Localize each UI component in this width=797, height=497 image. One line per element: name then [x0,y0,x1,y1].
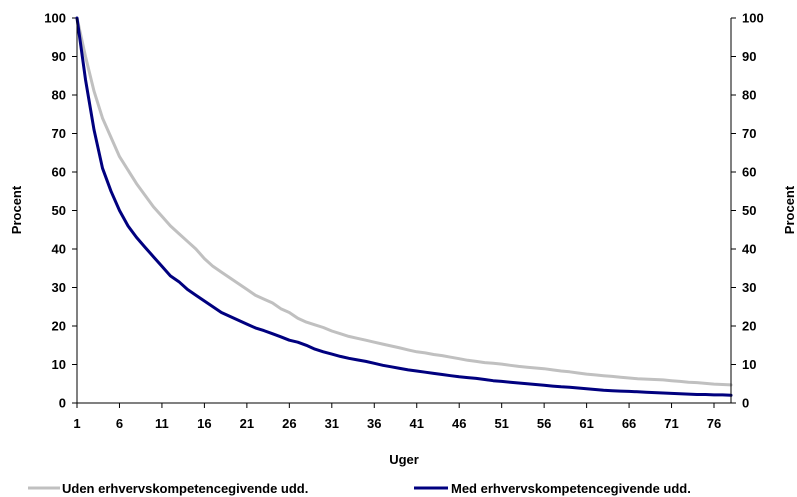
x-tick-label: 71 [664,416,678,431]
x-tick-label: 26 [282,416,296,431]
x-tick-label: 76 [707,416,721,431]
x-tick-label: 11 [155,416,169,431]
y-tick-label-right: 80 [742,88,756,103]
legend: Uden erhvervskompetencegivende udd. Med … [28,481,691,496]
x-tick-label: 41 [410,416,424,431]
y-tick-label-right: 90 [742,49,756,64]
y-axis-left-title: Procent [9,185,24,234]
y-tick-label-left: 50 [52,203,66,218]
y-axis-right: 0 10 20 30 40 50 60 70 80 90 100 [731,11,764,411]
series-line-uden [75,16,733,387]
y-tick-label-left: 10 [52,357,66,372]
y-tick-label-left: 80 [52,88,66,103]
plot-area [75,16,733,397]
x-axis-title: Uger [389,452,419,467]
x-tick-label: 61 [579,416,593,431]
y-tick-label-right: 70 [742,126,756,141]
x-axis: 1 6 11 16 21 26 31 36 41 46 51 56 61 66 71 76 [73,403,721,431]
series-line-med [75,16,733,397]
y-tick-label-left: 70 [52,126,66,141]
y-tick-label-right: 100 [742,11,764,26]
y-axis-left: 0 10 20 30 40 50 60 70 80 90 100 [44,11,77,411]
y-tick-label-left: 90 [52,49,66,64]
legend-label-uden: Uden erhvervskompetencegivende udd. [62,481,308,496]
y-tick-label-left: 60 [52,165,66,180]
y-tick-label-right: 30 [742,280,756,295]
y-tick-label-right: 10 [742,357,756,372]
x-tick-label: 46 [452,416,466,431]
y-tick-label-left: 30 [52,280,66,295]
x-tick-label: 21 [240,416,254,431]
x-tick-label: 16 [197,416,211,431]
y-tick-label-right: 60 [742,165,756,180]
y-tick-label-left: 20 [52,319,66,334]
y-tick-label-right: 50 [742,203,756,218]
x-tick-label: 51 [494,416,508,431]
y-axis-right-title: Procent [782,185,797,234]
x-tick-label: 6 [116,416,123,431]
y-tick-label-left: 100 [44,11,66,26]
x-tick-label: 66 [622,416,636,431]
x-tick-label: 1 [73,416,80,431]
x-tick-label: 56 [537,416,551,431]
y-tick-label-left: 40 [52,242,66,257]
x-tick-label: 36 [367,416,381,431]
y-tick-label-right: 40 [742,242,756,257]
y-tick-label-left: 0 [59,396,66,411]
y-tick-label-right: 0 [742,396,749,411]
legend-label-med: Med erhvervskompetencegivende udd. [451,481,691,496]
y-tick-label-right: 20 [742,319,756,334]
x-tick-label: 31 [325,416,339,431]
